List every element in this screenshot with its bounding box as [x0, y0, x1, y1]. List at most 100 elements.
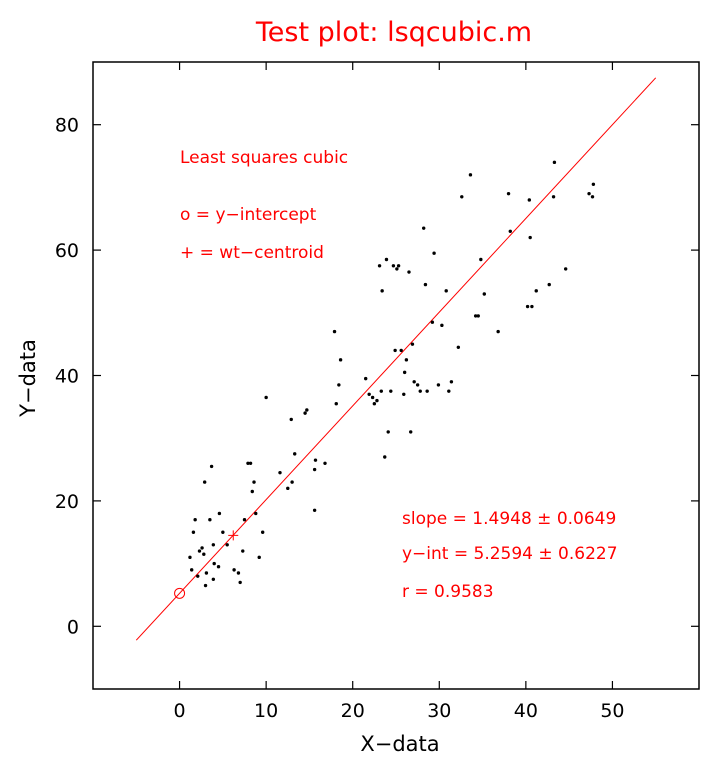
- x-tick-label: 50: [600, 700, 624, 722]
- data-point: [399, 348, 403, 353]
- data-point: [217, 511, 222, 516]
- fit-line: [135, 77, 657, 641]
- data-point: [456, 345, 461, 349]
- axis-ticks: [93, 62, 699, 689]
- data-point: [196, 574, 200, 578]
- data-point: [525, 304, 530, 309]
- data-point: [332, 329, 337, 334]
- data-point: [415, 383, 420, 387]
- data-point: [225, 543, 229, 547]
- data-point: [257, 555, 261, 560]
- data-points: [188, 160, 596, 588]
- data-point: [395, 267, 399, 271]
- data-point: [370, 395, 375, 400]
- data-point: [530, 304, 534, 309]
- legend-centroid-label: + = wt−centroid: [180, 243, 324, 263]
- y-tick-labels: 0 20 40 60 80: [55, 115, 79, 639]
- data-point: [202, 552, 206, 556]
- data-point: [591, 182, 596, 186]
- data-point: [409, 430, 413, 434]
- data-point: [209, 464, 214, 469]
- data-point: [303, 411, 307, 415]
- data-point: [383, 455, 387, 459]
- data-point: [238, 580, 242, 585]
- data-point: [191, 530, 196, 534]
- data-point: [193, 518, 197, 522]
- data-point: [312, 467, 317, 472]
- data-point: [563, 267, 568, 271]
- data-point: [587, 191, 591, 196]
- data-point: [364, 376, 368, 381]
- data-point: [440, 323, 444, 328]
- data-point: [290, 480, 294, 484]
- legend-intercept-label: o = y−intercept: [180, 205, 317, 225]
- data-point: [313, 458, 318, 462]
- data-point: [241, 549, 245, 553]
- y-tick-label: 80: [55, 115, 79, 137]
- x-tick-label: 20: [341, 700, 365, 722]
- data-point: [221, 530, 225, 534]
- y-tick-label: 0: [67, 616, 79, 638]
- data-point: [242, 518, 247, 522]
- data-point: [250, 489, 254, 494]
- x-tick-labels: 0 10 20 30 40 50: [174, 700, 625, 722]
- data-point: [375, 398, 379, 403]
- data-point: [527, 198, 532, 202]
- data-point: [189, 568, 194, 572]
- data-point: [334, 402, 338, 406]
- slope-annotation: slope = 1.4948 ± 0.0649: [402, 509, 616, 529]
- x-tick-label: 40: [514, 700, 538, 722]
- data-point: [396, 264, 401, 268]
- data-point: [444, 289, 448, 293]
- data-point: [254, 511, 258, 516]
- data-point: [252, 480, 256, 484]
- data-point: [547, 282, 551, 287]
- data-point: [367, 392, 371, 397]
- data-point: [552, 160, 557, 165]
- y-tick-label: 40: [55, 366, 79, 388]
- data-point: [410, 342, 415, 346]
- data-point: [468, 173, 473, 177]
- x-tick-label: 0: [174, 700, 186, 722]
- data-point: [212, 561, 216, 566]
- data-point: [393, 348, 397, 353]
- data-point: [402, 370, 407, 375]
- data-point: [293, 452, 297, 456]
- data-point: [436, 383, 441, 387]
- x-tick-label: 10: [254, 700, 278, 722]
- data-point: [236, 571, 241, 575]
- data-point: [246, 461, 250, 465]
- data-point: [407, 270, 411, 274]
- data-point: [430, 320, 435, 324]
- data-point: [482, 292, 487, 296]
- data-point: [506, 191, 511, 196]
- data-point: [412, 380, 416, 384]
- data-point: [391, 264, 396, 268]
- data-point: [528, 235, 532, 240]
- data-point: [216, 565, 221, 569]
- data-point: [203, 583, 208, 588]
- data-point: [418, 389, 422, 393]
- y-intercept-marker: [174, 587, 186, 599]
- data-point: [278, 470, 282, 475]
- data-point: [590, 195, 595, 199]
- data-point: [338, 358, 343, 362]
- x-tick-label: 30: [427, 700, 451, 722]
- data-point: [204, 571, 209, 575]
- fit-line-layer: [135, 77, 657, 641]
- data-point: [208, 518, 212, 522]
- data-point: [384, 257, 389, 262]
- data-point: [386, 430, 390, 434]
- x-axis-label: X−data: [360, 732, 439, 756]
- data-point: [232, 568, 236, 572]
- data-point: [337, 383, 341, 387]
- data-point: [286, 486, 290, 491]
- data-point: [508, 229, 512, 233]
- data-point: [422, 226, 426, 230]
- data-point: [404, 358, 409, 362]
- data-point: [305, 408, 309, 412]
- data-point: [211, 543, 216, 547]
- chart-title: Test plot: lsqcubic.m: [255, 17, 532, 48]
- data-point: [260, 530, 265, 534]
